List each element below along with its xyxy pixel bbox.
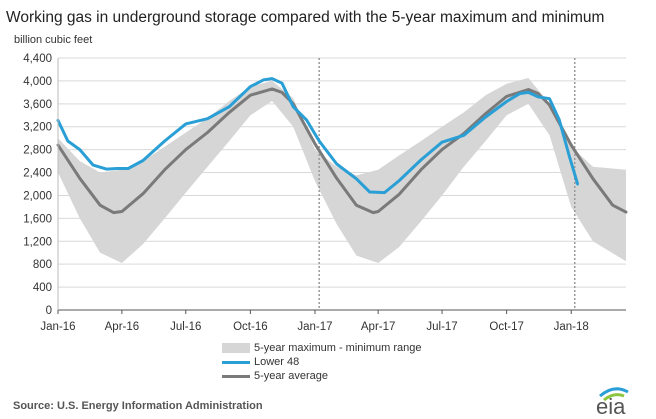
y-tick-label-800: 800 — [33, 259, 52, 271]
source-note: Source: U.S. Energy Information Administ… — [13, 400, 263, 412]
x-tick-label-7: Oct-17 — [489, 321, 524, 333]
y-tick-label-1200: 1,200 — [23, 236, 52, 248]
x-tick-label-5: Apr-17 — [361, 321, 396, 333]
x-tick-label-4: Jan-17 — [297, 321, 332, 333]
range-band — [58, 78, 626, 263]
legend-label-band: 5-year maximum - minimum range — [254, 342, 422, 354]
band-layer — [58, 78, 626, 263]
axes: 0 400 800 1,200 1,600 2,000 2,400 2,800 3,200 3,6… — [23, 53, 626, 333]
y-tick-label-3600: 3,600 — [23, 99, 52, 111]
x-tick-label-1: Apr-16 — [105, 321, 140, 333]
legend-item-band: 5-year maximum - minimum range — [222, 341, 421, 355]
x-tick-label-6: Jul-17 — [426, 321, 457, 333]
legend-label-lower48: Lower 48 — [254, 356, 300, 368]
y-axis-unit-label: billion cubic feet — [14, 34, 93, 46]
y-tick-label-1600: 1,600 — [23, 213, 52, 225]
gridlines — [58, 57, 626, 288]
legend-item-average: 5-year average — [222, 369, 421, 383]
eia-logo: eia — [596, 387, 629, 416]
legend-label-average: 5-year average — [254, 370, 328, 382]
legend-swatch-lower48 — [222, 360, 250, 364]
y-tick-label-0: 0 — [46, 305, 52, 317]
series-line-0 — [56, 77, 580, 195]
legend: 5-year maximum - minimum range Lower 48 … — [222, 341, 421, 383]
y-tick-label-4400: 4,400 — [23, 53, 52, 65]
legend-swatch-average — [222, 374, 250, 378]
eia-logo-text: eia — [596, 394, 626, 416]
y-tick-label-4000: 4,000 — [23, 76, 52, 88]
series-layer — [56, 77, 628, 215]
y-tick-label-3200: 3,200 — [23, 122, 52, 134]
y-tick-label-2000: 2,000 — [23, 190, 52, 202]
x-tick-label-0: Jan-16 — [40, 321, 75, 333]
y-tick-label-2800: 2,800 — [23, 145, 52, 157]
legend-item-lower48: Lower 48 — [222, 355, 421, 369]
x-tick-label-2: Jul-16 — [170, 321, 201, 333]
chart-title: Working gas in underground storage compa… — [6, 9, 605, 26]
y-tick-label-2400: 2,400 — [23, 168, 52, 180]
legend-swatch-band — [222, 343, 250, 353]
year-dividers — [318, 58, 576, 310]
y-tick-label-400: 400 — [33, 282, 52, 294]
x-tick-label-3: Oct-16 — [233, 321, 268, 333]
x-tick-label-8: Jan-18 — [554, 321, 589, 333]
series-line-1 — [56, 87, 628, 215]
